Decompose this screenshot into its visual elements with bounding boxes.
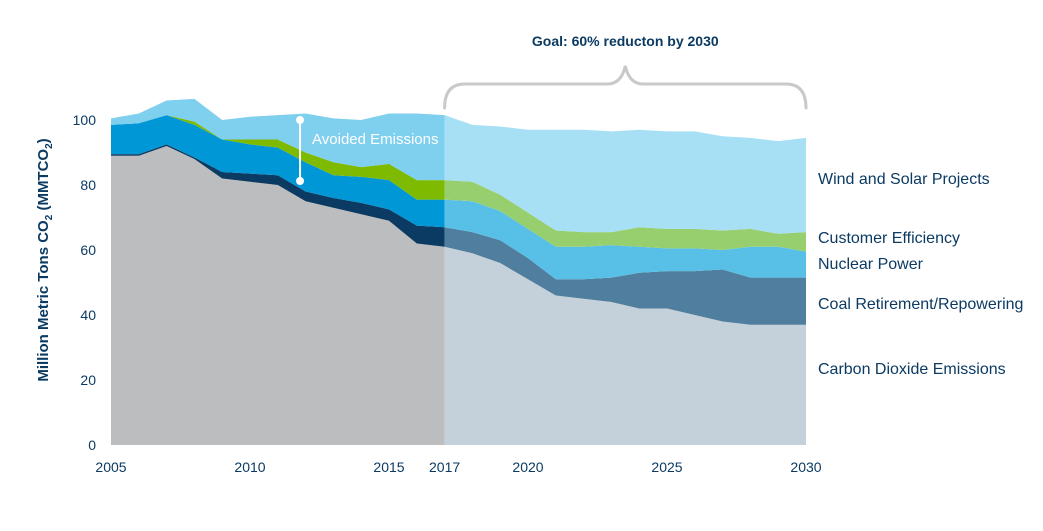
legend-label-customer-efficiency: Customer Efficiency (818, 230, 960, 247)
projection-areas (444, 115, 806, 445)
x-tick-label: 2005 (95, 459, 126, 475)
y-tick-label: 60 (80, 242, 96, 258)
annotation-dot-top (296, 116, 305, 124)
goal-brace-line (443, 65, 808, 110)
chart-areas (111, 98, 445, 445)
legend-label-carbon-dioxide-emissions: Carbon Dioxide Emissions (818, 361, 1006, 378)
x-tick-label: 2015 (373, 459, 404, 475)
area-projected-customer-efficiency (444, 180, 806, 252)
x-tick-label: 2010 (234, 459, 265, 475)
y-tick-label: 40 (80, 307, 96, 323)
y-tick-label: 80 (80, 177, 96, 193)
y-axis-ticks: 0 20 40 60 80 100 (73, 112, 97, 453)
area-projected-wind-and-solar-projects (444, 115, 806, 234)
x-tick-label: 2020 (512, 459, 543, 475)
y-tick-label: 20 (80, 372, 96, 388)
legend-label-nuclear-power: Nuclear Power (818, 256, 924, 273)
area-historical-nuclear-power (111, 115, 445, 228)
goal-brace (443, 65, 808, 110)
series-legend: Carbon Dioxide Emissions Coal Retirement/… (818, 171, 1023, 378)
area-projected-coal-retirement-repowering (444, 227, 806, 325)
goal-label: Goal: 60% reducton by 2030 (532, 33, 719, 49)
x-axis-ticks: 2005 2010 2015 2017 2020 2025 2030 (95, 459, 821, 475)
x-tick-label: 2017 (429, 459, 460, 475)
x-tick-label: 2025 (651, 459, 682, 475)
annotation-label: Avoided Emissions (312, 131, 438, 148)
legend-label-wind-and-solar-projects: Wind and Solar Projects (818, 171, 990, 188)
annotation-dot-bottom (296, 177, 305, 185)
area-projected-nuclear-power (444, 199, 806, 280)
area-historical-coal-retirement-repowering (111, 144, 445, 247)
x-tick-label: 2030 (790, 459, 821, 475)
area-historical-carbon-dioxide-emissions (111, 146, 445, 445)
area-projected-carbon-dioxide-emissions (444, 246, 806, 445)
legend-label-coal-retirement-repowering: Coal Retirement/Repowering (818, 296, 1023, 313)
area-historical-customer-efficiency (111, 115, 445, 200)
y-tick-label: 0 (88, 437, 96, 453)
y-tick-label: 100 (73, 112, 97, 128)
y-axis-label: Million Metric Tons CO2 (MMTCO2) (35, 138, 55, 381)
area-historical-wind-and-solar-projects (111, 98, 445, 181)
avoided-emissions-annotation: Avoided Emissions (296, 116, 438, 185)
